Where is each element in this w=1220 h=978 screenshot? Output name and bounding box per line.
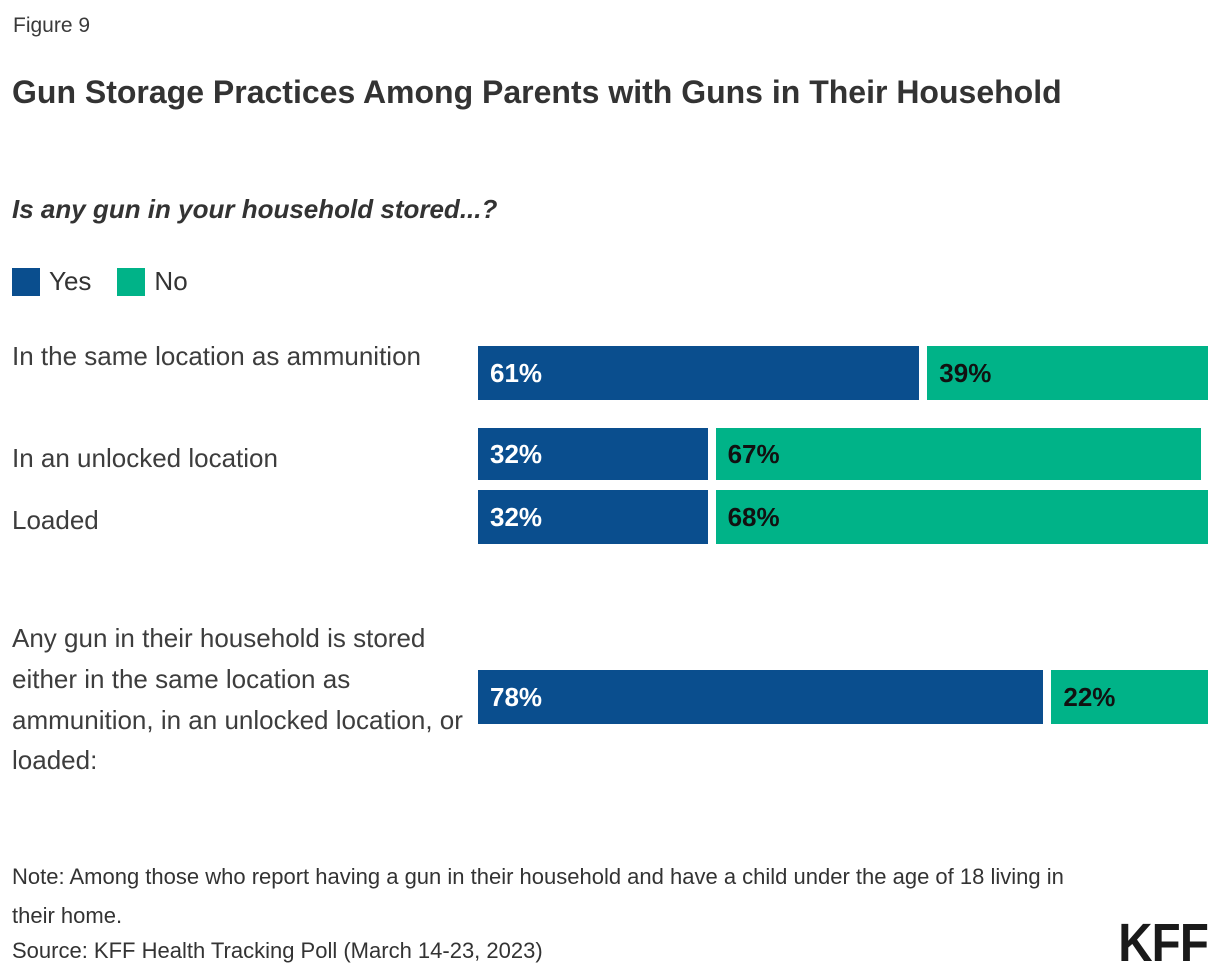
- chart-title: Gun Storage Practices Among Parents with…: [12, 74, 1062, 110]
- bar-row: 78% 22%: [478, 670, 1208, 724]
- legend-item-no: No: [117, 266, 188, 297]
- bar-segment-no: 68%: [715, 490, 1208, 544]
- bar-row: 61% 39%: [478, 346, 1208, 400]
- legend-swatch-no: [117, 267, 146, 296]
- category-label: In an unlocked location: [12, 443, 278, 473]
- chart-subtitle: Is any gun in your household stored...?: [12, 194, 498, 224]
- legend-item-yes: Yes: [12, 266, 91, 297]
- source-text: Source: KFF Health Tracking Poll (March …: [12, 938, 543, 963]
- kff-logo: KFF: [1118, 913, 1209, 973]
- bar-value-label: 22%: [1063, 681, 1116, 712]
- legend: Yes No: [12, 266, 188, 297]
- bar-value-label: 39%: [939, 357, 992, 388]
- category-label: Loaded: [12, 505, 99, 535]
- legend-swatch-yes: [12, 267, 40, 296]
- bar-value-label: 78%: [490, 681, 543, 712]
- bar-value-label: 32%: [490, 501, 543, 532]
- category-label: Any gun in their household is stored eit…: [12, 623, 463, 776]
- bar-value-label: 67%: [727, 438, 780, 469]
- note-text: Note: Among those who report having a gu…: [12, 864, 1064, 928]
- category-label: In the same location as ammunition: [12, 341, 421, 371]
- bar-segment-no: 22%: [1051, 670, 1208, 724]
- bar-row: 32% 67%: [478, 428, 1208, 480]
- bar-value-label: 32%: [490, 438, 543, 469]
- bar-segment-yes: 61%: [478, 346, 920, 400]
- bar-segment-no: 67%: [715, 428, 1201, 480]
- bar-row: 32% 68%: [478, 490, 1208, 544]
- bar-segment-yes: 32%: [478, 428, 708, 480]
- figure-label: Figure 9: [13, 14, 91, 37]
- legend-label: Yes: [49, 266, 92, 296]
- bar-segment-no: 39%: [927, 346, 1208, 400]
- bar-segment-yes: 32%: [478, 490, 708, 544]
- bar-value-label: 68%: [727, 501, 780, 532]
- bar-value-label: 61%: [490, 357, 543, 388]
- bar-segment-yes: 78%: [478, 670, 1044, 724]
- legend-label: No: [154, 266, 188, 296]
